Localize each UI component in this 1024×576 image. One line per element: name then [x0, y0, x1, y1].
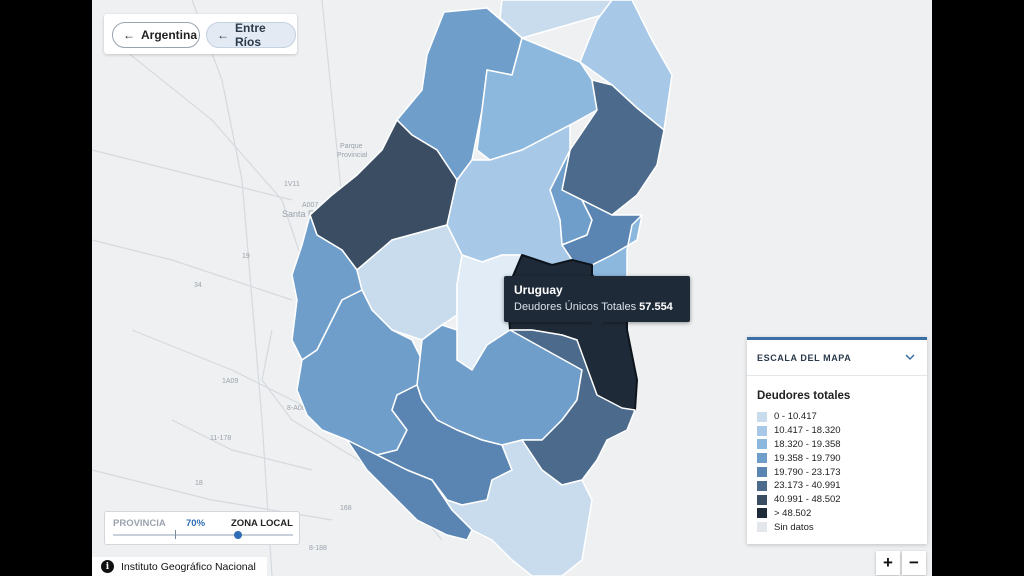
road-label: 34 [194, 282, 202, 289]
map-attribution: i Instituto Geográfico Nacional [92, 557, 267, 576]
map-viewport[interactable]: Santa Fe 1V11 A007 Parque Provincial 34 … [92, 0, 932, 576]
weight-slider[interactable]: PROVINCIA 70% ZONA LOCAL [104, 511, 300, 545]
slider-percent: 70% [186, 518, 206, 529]
breadcrumb-label: Argentina [141, 28, 198, 42]
legend-item: 19.790 - 23.173 [757, 465, 927, 479]
place-label: Santa Fe [282, 209, 319, 219]
chevron-down-icon [905, 354, 915, 361]
legend-swatch [757, 522, 767, 533]
department-federacion-east[interactable] [561, 79, 665, 216]
place-label: Parque [340, 143, 363, 150]
legend-swatch [757, 508, 767, 519]
slider-right-label: ZONA LOCAL [231, 518, 293, 529]
legend-item-label: 10.417 - 18.320 [774, 425, 841, 437]
legend-swatch [757, 425, 767, 436]
legend-swatch [757, 467, 767, 478]
arrow-left-icon: ← [217, 28, 229, 42]
road-label: 19 [242, 253, 250, 260]
road-label: 1V11 [284, 181, 300, 188]
legend-item-label: > 48.502 [774, 507, 812, 519]
slider-left-label: PROVINCIA [113, 518, 166, 529]
road-label: A007 [302, 202, 318, 209]
breadcrumb-label: Entre Ríos [235, 21, 266, 49]
legend-toggle[interactable]: ESCALA DEL MAPA [747, 340, 927, 376]
department-islas[interactable] [346, 439, 473, 541]
road-label: 168 [340, 505, 352, 512]
tooltip-metric-value: 57.554 [639, 301, 673, 313]
slider-track[interactable] [113, 534, 293, 536]
zoom-out-button[interactable]: − [902, 551, 926, 575]
legend-item: Sin datos [757, 520, 927, 534]
back-to-argentina-button[interactable]: ← Argentina [112, 22, 200, 48]
legend-item: 40.991 - 48.502 [757, 493, 927, 507]
road-label: 18 [195, 480, 203, 487]
department-federal[interactable] [476, 37, 598, 161]
legend-swatch [757, 411, 767, 422]
department-gualeguaychu[interactable] [431, 439, 593, 576]
road-label: 11-178 [210, 435, 231, 442]
legend-item-label: 23.173 - 40.991 [774, 480, 841, 492]
legend-item-label: 18.320 - 19.358 [774, 438, 841, 450]
info-icon[interactable]: i [101, 560, 114, 573]
legend-item-label: Sin datos [774, 521, 814, 533]
tooltip-title: Uruguay [514, 283, 563, 297]
tooltip-metric: Deudores Únicos Totales 57.554 [514, 301, 680, 313]
road-label: 8-A009 [287, 405, 310, 412]
road-label: 8-188 [309, 545, 327, 552]
legend-title: Deudores totales [757, 390, 851, 402]
place-label: Provincial [337, 152, 368, 159]
legend-item: 18.320 - 19.358 [757, 438, 927, 452]
attribution-text: Instituto Geográfico Nacional [121, 560, 256, 573]
legend-item-label: 19.358 - 19.790 [774, 452, 841, 464]
department-concepcion[interactable] [509, 329, 636, 486]
legend-item: 19.358 - 19.790 [757, 451, 927, 465]
department-north-cap[interactable] [499, 0, 613, 39]
legend-item-label: 19.790 - 23.173 [774, 466, 841, 478]
legend-swatch [757, 453, 767, 464]
legend-swatch [757, 494, 767, 505]
arrow-left-icon: ← [123, 28, 135, 42]
slider-tick [175, 530, 176, 539]
legend-item: 23.173 - 40.991 [757, 479, 927, 493]
legend-item-label: 40.991 - 48.502 [774, 494, 841, 506]
road-label: 1A09 [222, 378, 238, 385]
back-to-entre-rios-button[interactable]: ← Entre Ríos [206, 21, 296, 49]
map-legend: ESCALA DEL MAPA Deudores totales 0 - 10.… [747, 337, 927, 544]
map-tooltip: Uruguay Deudores Únicos Totales 57.554 [504, 276, 690, 328]
tooltip-metric-label: Deudores Únicos Totales [514, 301, 637, 313]
legend-item: 0 - 10.417 [757, 410, 927, 424]
legend-item: > 48.502 [757, 507, 927, 521]
zoom-in-button[interactable]: + [876, 551, 900, 575]
slider-handle[interactable] [234, 531, 242, 539]
legend-header-label: ESCALA DEL MAPA [757, 352, 852, 363]
legend-item: 10.417 - 18.320 [757, 424, 927, 438]
legend-swatch [757, 480, 767, 491]
legend-swatch [757, 439, 767, 450]
legend-item-label: 0 - 10.417 [774, 411, 817, 423]
legend-items: 0 - 10.417 10.417 - 18.320 18.320 - 19.358… [747, 410, 927, 534]
